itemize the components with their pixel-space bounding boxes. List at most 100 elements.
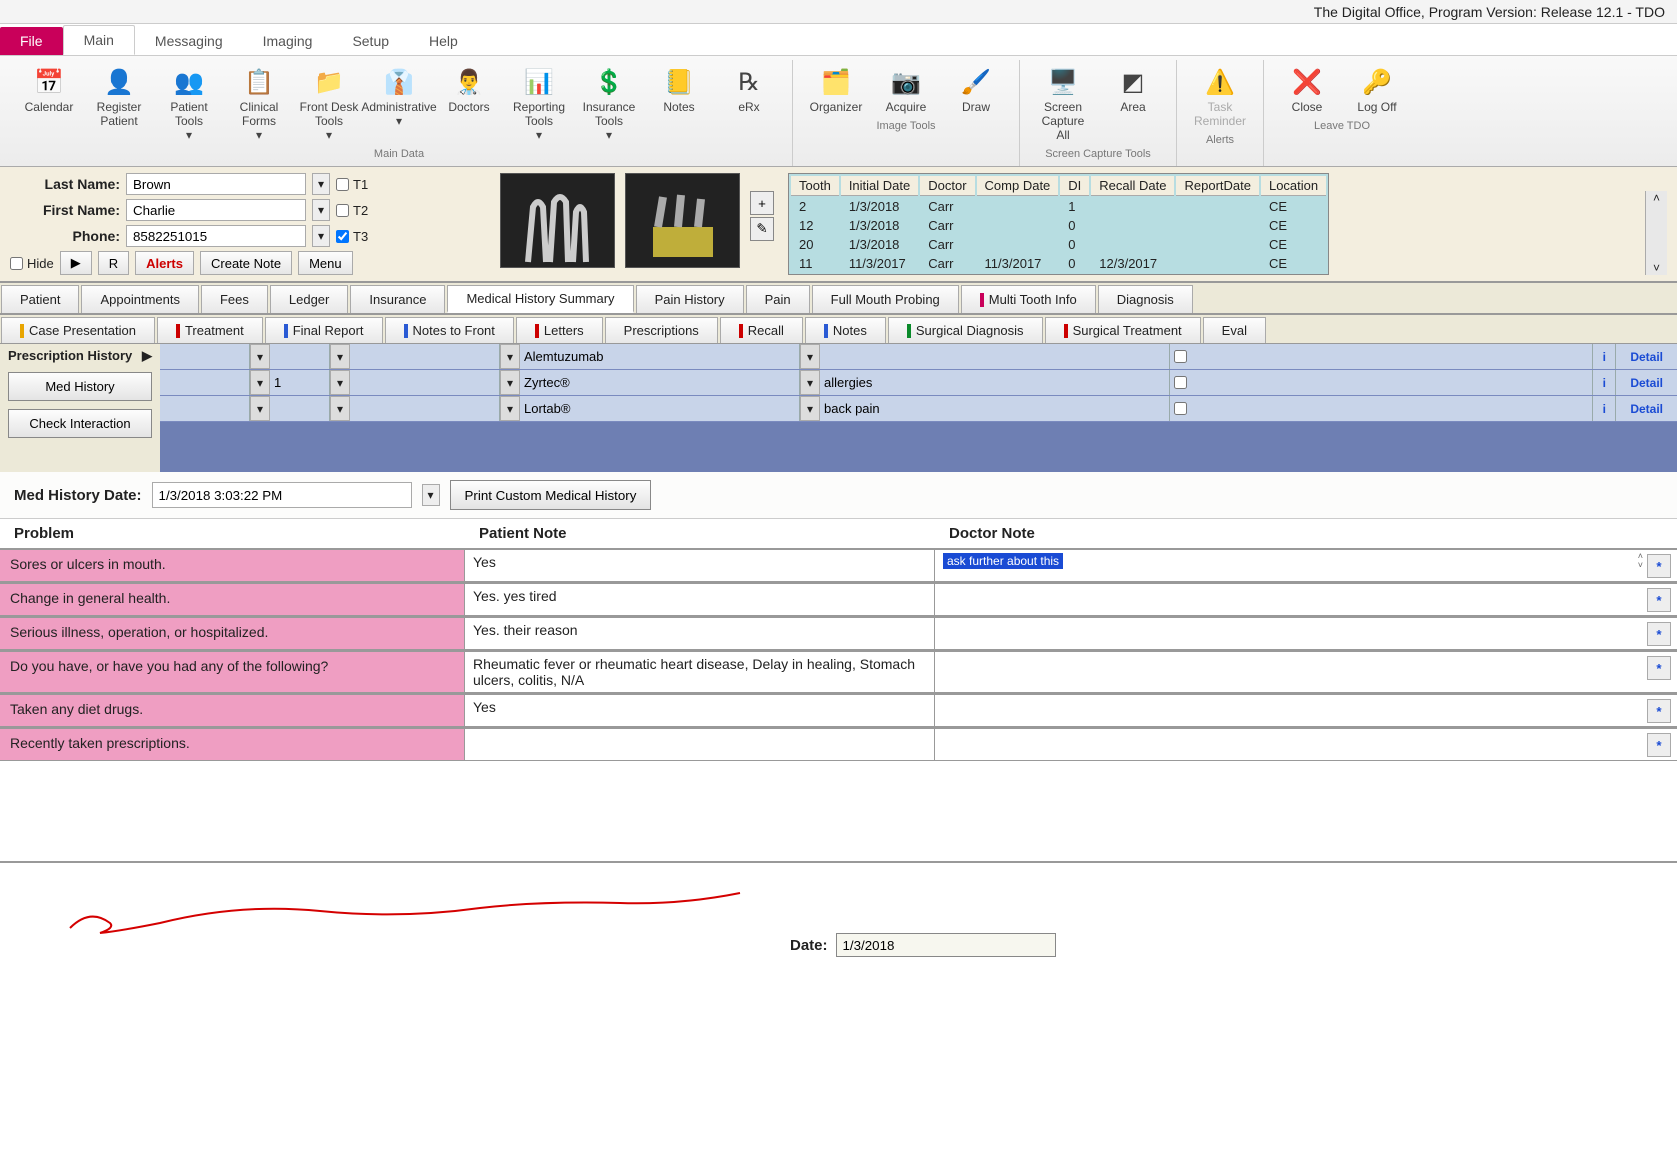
subtab-pain[interactable]: Pain (746, 285, 810, 313)
rx-reason-input[interactable] (824, 349, 1165, 364)
star-button[interactable]: * (1647, 588, 1671, 612)
ribbon-doctors[interactable]: 👨‍⚕️Doctors (434, 60, 504, 146)
rx-dd[interactable]: ▾ (500, 344, 520, 369)
subtab-pain-history[interactable]: Pain History (636, 285, 744, 313)
subtab-treatment[interactable]: Treatment (157, 317, 263, 343)
check-interaction-button[interactable]: Check Interaction (8, 409, 152, 438)
first-name-dropdown[interactable]: ▾ (312, 199, 330, 221)
rx-dd[interactable]: ▾ (250, 396, 270, 421)
star-button[interactable]: * (1647, 656, 1671, 680)
ribbon-administrative[interactable]: 👔Administrative▾ (364, 60, 434, 146)
create-note-button[interactable]: Create Note (200, 251, 292, 275)
rx-checkbox[interactable] (1174, 376, 1187, 389)
menu-button[interactable]: Menu (298, 251, 353, 275)
subtab-full-mouth-probing[interactable]: Full Mouth Probing (812, 285, 959, 313)
r-button[interactable]: R (98, 251, 129, 275)
rx-drug-input[interactable] (524, 349, 795, 364)
last-name-input[interactable] (126, 173, 306, 195)
subtab-prescriptions[interactable]: Prescriptions (605, 317, 718, 343)
ribbon-register-patient[interactable]: 👤Register Patient (84, 60, 154, 146)
t3-checkbox[interactable]: T3 (336, 229, 368, 244)
ribbon-front-desk-tools[interactable]: 📁Front Desk Tools▾ (294, 60, 364, 146)
rx-qty-input[interactable] (274, 401, 325, 416)
subtab-recall[interactable]: Recall (720, 317, 803, 343)
rx-checkbox[interactable] (1174, 402, 1187, 415)
rx-reason-input[interactable] (824, 401, 1165, 416)
rx-drug-input[interactable] (524, 375, 795, 390)
med-history-date-dropdown[interactable]: ▾ (422, 484, 440, 506)
subtab-appointments[interactable]: Appointments (81, 285, 199, 313)
subtab-ledger[interactable]: Ledger (270, 285, 348, 313)
ribbon-reporting-tools[interactable]: 📊Reporting Tools▾ (504, 60, 574, 146)
star-button[interactable]: * (1647, 554, 1671, 578)
doctor-note[interactable]: ask further about this˄˅* (935, 550, 1677, 581)
rx-info-button[interactable]: i (1593, 396, 1615, 421)
rx-info-button[interactable]: i (1593, 344, 1615, 369)
tooth-row[interactable]: 201/3/2018Carr0CE (791, 236, 1326, 253)
first-name-input[interactable] (126, 199, 306, 221)
star-button[interactable]: * (1647, 699, 1671, 723)
ribbon-close[interactable]: ❌Close (1272, 60, 1342, 118)
last-name-dropdown[interactable]: ▾ (312, 173, 330, 195)
patient-note[interactable] (465, 729, 935, 760)
med-history-button[interactable]: Med History (8, 372, 152, 401)
doctor-note[interactable]: * (935, 584, 1677, 615)
xray-thumbnail-1[interactable] (500, 173, 615, 268)
tab-help[interactable]: Help (409, 27, 478, 55)
ribbon-acquire[interactable]: 📷Acquire (871, 60, 941, 118)
subtab-multi-tooth-info[interactable]: Multi Tooth Info (961, 285, 1096, 313)
tab-messaging[interactable]: Messaging (135, 27, 243, 55)
tab-imaging[interactable]: Imaging (243, 27, 333, 55)
subtab-surgical-diagnosis[interactable]: Surgical Diagnosis (888, 317, 1043, 343)
ribbon-patient-tools[interactable]: 👥Patient Tools▾ (154, 60, 224, 146)
subtab-insurance[interactable]: Insurance (350, 285, 445, 313)
ribbon-calendar[interactable]: 📅Calendar (14, 60, 84, 146)
rx-dd[interactable]: ▾ (330, 344, 350, 369)
rx-detail-button[interactable]: Detail (1615, 370, 1677, 395)
rx-dd[interactable]: ▾ (500, 396, 520, 421)
rx-dd[interactable]: ▾ (250, 370, 270, 395)
subtab-eval[interactable]: Eval (1203, 317, 1266, 343)
xray-thumbnail-2[interactable] (625, 173, 740, 268)
tab-file[interactable]: File (0, 27, 63, 55)
subtab-diagnosis[interactable]: Diagnosis (1098, 285, 1193, 313)
ribbon-draw[interactable]: 🖌️Draw (941, 60, 1011, 118)
alerts-button[interactable]: Alerts (135, 251, 194, 275)
t2-checkbox[interactable]: T2 (336, 203, 368, 218)
hide-checkbox[interactable]: Hide (10, 256, 54, 271)
rx-dd[interactable]: ▾ (800, 370, 820, 395)
rx-drug-input[interactable] (524, 401, 795, 416)
tooth-row[interactable]: 21/3/2018Carr1CE (791, 198, 1326, 215)
phone-input[interactable] (126, 225, 306, 247)
rx-info-button[interactable]: i (1593, 370, 1615, 395)
patient-note[interactable]: Yes (465, 695, 935, 726)
tab-setup[interactable]: Setup (332, 27, 409, 55)
rx-dd[interactable]: ▾ (800, 344, 820, 369)
tooth-row[interactable]: 121/3/2018Carr0CE (791, 217, 1326, 234)
signature-date-input[interactable] (836, 933, 1056, 957)
star-button[interactable]: * (1647, 733, 1671, 757)
rx-checkbox[interactable] (1174, 350, 1187, 363)
rx-dd[interactable]: ▾ (800, 396, 820, 421)
subtab-case-presentation[interactable]: Case Presentation (1, 317, 155, 343)
ribbon-area[interactable]: ◩Area (1098, 60, 1168, 146)
doctor-note[interactable]: * (935, 652, 1677, 692)
rx-reason-input[interactable] (824, 375, 1165, 390)
subtab-patient[interactable]: Patient (1, 285, 79, 313)
rx-dd[interactable]: ▾ (330, 396, 350, 421)
patient-note[interactable]: Yes. their reason (465, 618, 935, 649)
rx-dd[interactable]: ▾ (500, 370, 520, 395)
ribbon-insurance-tools[interactable]: 💲Insurance Tools▾ (574, 60, 644, 146)
ribbon-notes[interactable]: 📒Notes (644, 60, 714, 146)
subtab-surgical-treatment[interactable]: Surgical Treatment (1045, 317, 1201, 343)
subtab-fees[interactable]: Fees (201, 285, 268, 313)
med-history-date-input[interactable] (152, 482, 412, 508)
patient-note[interactable]: Yes. yes tired (465, 584, 935, 615)
rx-detail-button[interactable]: Detail (1615, 396, 1677, 421)
subtab-final-report[interactable]: Final Report (265, 317, 383, 343)
tab-main[interactable]: Main (63, 25, 135, 55)
ribbon-organizer[interactable]: 🗂️Organizer (801, 60, 871, 118)
subtab-letters[interactable]: Letters (516, 317, 603, 343)
subtab-notes-to-front[interactable]: Notes to Front (385, 317, 514, 343)
doctor-note[interactable]: * (935, 695, 1677, 726)
